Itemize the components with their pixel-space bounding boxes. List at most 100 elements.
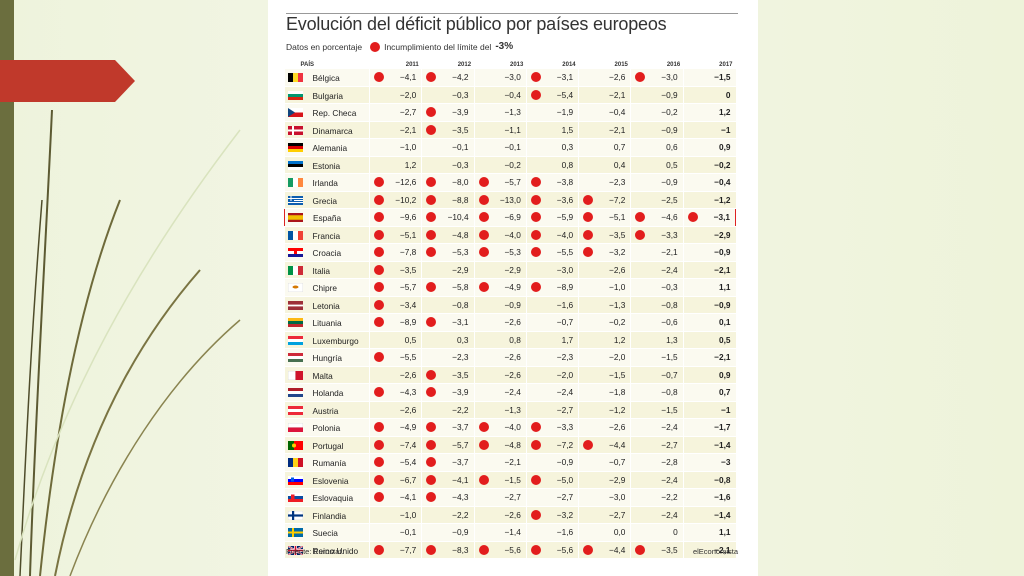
country-cell: Francia (284, 226, 370, 244)
breach-dot-icon (426, 317, 437, 327)
flag-gr-icon (287, 195, 303, 205)
breach-dot-icon (530, 439, 541, 450)
deficit-value: −13,0 (499, 194, 521, 205)
value-cell: −8,9 (525, 278, 579, 297)
breach-dot-icon (426, 212, 437, 222)
breach-dot-icon (478, 422, 489, 432)
value-cell: −4,1 (421, 471, 475, 489)
flag-nl-icon (287, 388, 303, 397)
country-cell: Lituania (284, 313, 370, 332)
deficit-value: −0,4 (714, 177, 731, 188)
deficit-value: 1,1 (718, 527, 731, 538)
deficit-value: −7,7 (399, 544, 417, 555)
table-row: Letonia −3,4 −0,8 −0,9 −1,6 −1,3 −0,8 −0,9 (284, 296, 736, 314)
value-cell: −0,1 (473, 138, 527, 157)
breach-dot-icon (426, 194, 437, 205)
deficit-value: −1,6 (556, 527, 574, 538)
value-cell: −8,3 (421, 541, 475, 559)
deficit-value: −2,7 (399, 107, 417, 118)
value-cell: 0,7 (682, 383, 736, 402)
breach-dot-icon (426, 474, 437, 485)
breach-dot-icon (478, 282, 489, 292)
value-cell: −1,5 (630, 348, 684, 367)
deficit-value: −2,1 (504, 457, 521, 468)
country-name: Holanda (312, 388, 344, 398)
breach-dot-icon (530, 177, 541, 187)
value-cell: −2,7 (525, 488, 579, 507)
deficit-value: −2,0 (609, 352, 626, 363)
country-cell: Bélgica (284, 69, 370, 87)
country-name: Bulgaria (312, 90, 343, 101)
flag-ro-icon (287, 458, 303, 467)
country-name: Estonia (312, 160, 341, 171)
country-cell: Austria (284, 401, 370, 419)
value-cell: −6,7 (368, 471, 422, 489)
deficit-value: −3,1 (713, 212, 730, 223)
deficit-value: −12,6 (395, 177, 417, 188)
value-cell: −4,6 (630, 208, 684, 227)
deficit-value: −2,1 (714, 544, 731, 555)
deficit-value: −1,6 (556, 299, 574, 310)
flag-es-icon (288, 213, 303, 222)
country-name: Polonia (312, 423, 341, 433)
deficit-value: −1,2 (714, 194, 731, 205)
value-cell: −4,1 (368, 488, 422, 507)
deficit-value: −2,1 (609, 89, 626, 100)
flag-it-icon (287, 265, 303, 275)
breach-dot-icon (374, 474, 384, 485)
deficit-value: −5,5 (556, 247, 574, 258)
deficit-value: −4,4 (609, 544, 626, 555)
value-cell: −0,7 (630, 366, 684, 384)
deficit-value: −0,2 (609, 317, 626, 328)
deficit-value: −1,5 (609, 369, 626, 380)
value-cell: −1,6 (525, 523, 579, 542)
country-name: Lituania (312, 318, 342, 328)
table-row: Dinamarca −2,1 −3,5 −1,1 1,5 −2,1 −0,9 −1 (284, 121, 736, 139)
breach-dot-icon (530, 229, 541, 240)
breach-dot-icon (374, 282, 384, 292)
deficit-value: −2,7 (556, 492, 574, 503)
deficit-value: 0,3 (457, 334, 469, 345)
table-row: Grecia −10,2 −8,8 −13,0 −3,6 −7,2 −2,5 −1,2 (284, 191, 736, 209)
country-name: Dinamarca (312, 125, 353, 136)
value-cell: −2,3 (525, 348, 579, 367)
value-cell: −2,8 (630, 453, 684, 472)
deficit-value: 0,5 (666, 159, 678, 170)
country-name: Italia (312, 265, 331, 276)
country-name: Eslovenia (312, 475, 349, 486)
deficit-value: −4,8 (504, 439, 521, 450)
flag-hu-icon (287, 353, 303, 362)
value-cell: −2,4 (525, 383, 579, 402)
value-cell: −3,5 (421, 121, 475, 139)
value-cell: −2,1 (473, 453, 527, 472)
deficit-value: −3,1 (452, 317, 469, 328)
breach-dot-icon (426, 369, 437, 380)
value-cell: −3,3 (630, 226, 684, 244)
deficit-value: −0,8 (714, 474, 731, 485)
breach-dot-icon (687, 212, 698, 222)
flag-lv-icon (287, 300, 303, 310)
table-row: Francia −5,1 −4,8 −4,0 −4,0 −3,5 −3,3 −2,9 (284, 226, 736, 244)
deficit-value: 1,2 (718, 107, 731, 118)
value-cell: −1,9 (525, 103, 579, 122)
breach-dot-icon (374, 299, 384, 310)
deficit-value: 0,7 (718, 387, 731, 398)
value-cell: −0,2 (473, 156, 527, 174)
deficit-value: −0,2 (504, 159, 521, 170)
deficit-value: −2,9 (609, 474, 626, 485)
breach-dot-icon (370, 41, 381, 52)
deficit-value: −0,2 (661, 107, 678, 118)
country-name: Letonia (312, 300, 340, 311)
value-cell: −1,2 (578, 401, 631, 419)
deficit-value: −5,1 (609, 212, 626, 223)
value-cell: 0,6 (630, 138, 684, 157)
table-row: Suecia −0,1 −0,9 −1,4 −1,6 0,0 0 1,1 (284, 523, 736, 542)
deficit-value: 0,4 (613, 159, 626, 170)
deficit-value: −10,2 (395, 194, 417, 205)
deficit-value: −1,0 (609, 282, 626, 293)
breach-dot-icon (426, 492, 437, 502)
deficit-value: −1,1 (504, 124, 521, 135)
value-cell: −3,1 (525, 69, 579, 87)
value-cell: 0,8 (473, 331, 527, 349)
value-cell: −1,5 (682, 69, 736, 87)
